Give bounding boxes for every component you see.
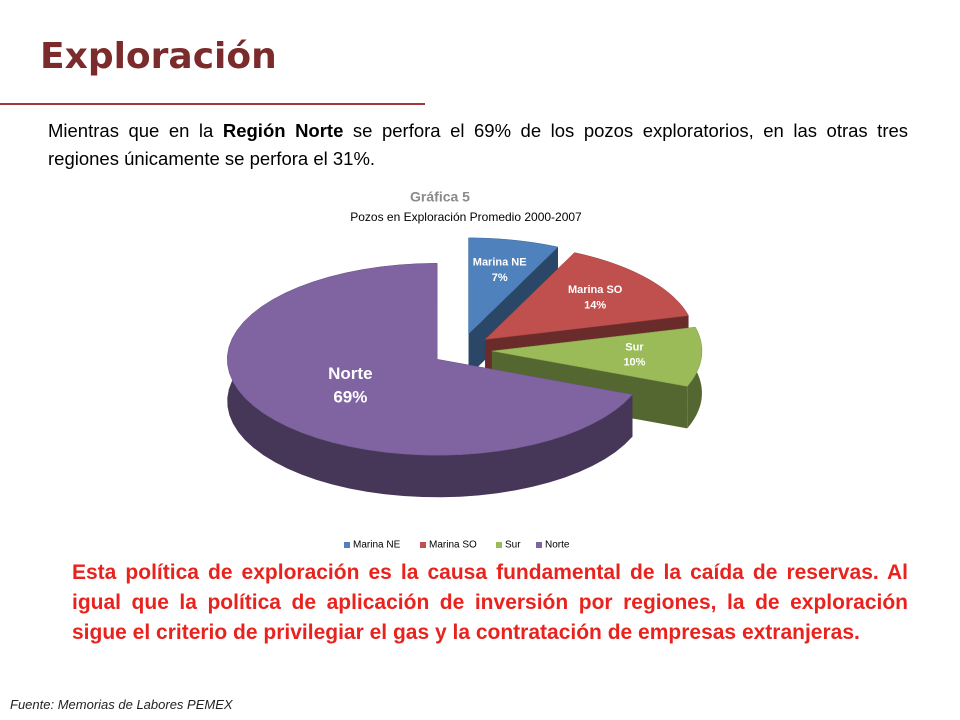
intro-text: Mientras que en la Región Norte se perfo… (48, 117, 908, 173)
title-rule (0, 103, 425, 105)
legend-swatch (420, 542, 426, 548)
conclusion-text: Esta política de exploración es la causa… (72, 561, 908, 644)
slice (491, 326, 703, 387)
chart-subtitle: Pozos en Exploración Promedio 2000-2007 (350, 210, 582, 224)
slice-value-label: 69% (333, 388, 367, 407)
slice (484, 252, 689, 340)
legend-label: Marina SO (429, 540, 477, 551)
intro-part: Mientras que en la (48, 120, 223, 141)
legend-swatch (344, 542, 350, 548)
legend-label: Marina NE (353, 540, 401, 551)
source-note: Fuente: Memorias de Labores PEMEX (10, 697, 233, 712)
slide-title: Exploración (40, 36, 277, 77)
legend-swatch (496, 542, 502, 548)
slice (468, 237, 559, 335)
slice-label: Norte (328, 364, 372, 383)
slice-value-label: 14% (584, 299, 606, 311)
intro-bold: Región Norte (222, 120, 344, 141)
slice (227, 263, 633, 456)
slice-value-label: 10% (623, 357, 645, 369)
slice-value-label: 7% (492, 272, 508, 284)
legend-label: Norte (545, 540, 570, 551)
slice-label: Sur (625, 341, 644, 353)
slice-label: Marina NE (473, 256, 527, 268)
intro-part: se perfora el 69% de los pozos explorato… (48, 120, 909, 169)
chart: Gráfica 5 Pozos en Exploración Promedio … (227, 189, 703, 551)
slice-label: Marina SO (568, 284, 623, 296)
chart-title: Gráfica 5 (410, 189, 470, 205)
legend-label: Sur (505, 540, 521, 551)
legend-swatch (536, 542, 542, 548)
